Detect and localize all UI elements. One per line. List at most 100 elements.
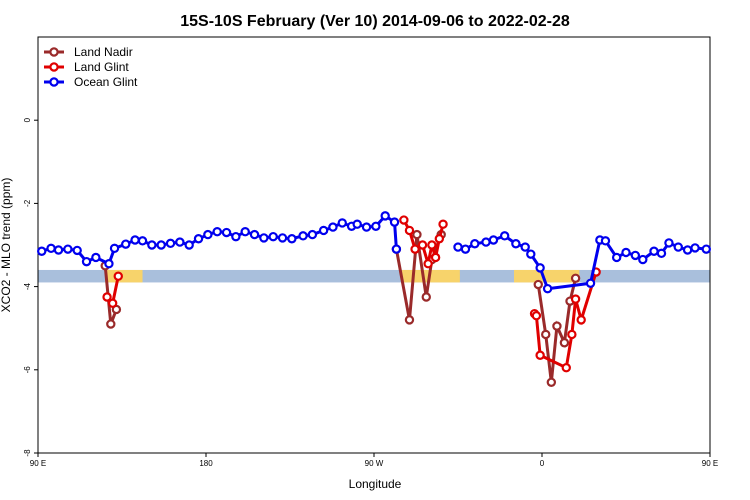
x-tick-label: 180 (199, 459, 213, 468)
data-point (268, 231, 278, 242)
data-point (567, 329, 577, 340)
data-point (481, 237, 491, 247)
series-land-glint (102, 215, 601, 373)
data-point (37, 246, 47, 256)
plot-frame (37, 36, 711, 454)
y-tick-label: -8 (23, 449, 32, 457)
data-point (412, 229, 422, 240)
legend-swatch-marker (49, 47, 59, 57)
data-point (352, 219, 362, 229)
data-point (611, 252, 622, 263)
data-point (81, 256, 92, 267)
data-point (102, 292, 112, 302)
data-point (488, 235, 499, 245)
legend-swatch-marker (49, 62, 59, 72)
data-point (585, 278, 596, 288)
y-tick-label: -2 (23, 199, 32, 207)
data-point (638, 254, 648, 265)
data-point (165, 238, 176, 249)
legend-label-ocean-glint: Ocean Glint (74, 75, 138, 89)
data-point (630, 250, 641, 261)
data-point (156, 240, 166, 250)
data-point (307, 229, 318, 240)
data-point (682, 245, 693, 255)
data-point (193, 234, 204, 244)
data-point (380, 211, 390, 221)
data-point (541, 329, 551, 340)
data-point (328, 222, 338, 232)
data-point (499, 231, 510, 241)
data-point (337, 218, 347, 228)
data-point (361, 222, 372, 232)
data-point (371, 221, 381, 231)
data-point (552, 321, 562, 331)
data-point (72, 245, 82, 256)
data-point (453, 242, 463, 252)
data-point (410, 244, 420, 254)
legend-swatch-marker (49, 77, 59, 87)
data-point (434, 234, 445, 244)
y-tick-label: -6 (23, 366, 32, 374)
data-point (221, 227, 232, 238)
data-point (121, 239, 131, 249)
data-point (106, 319, 116, 329)
data-point (460, 244, 471, 254)
data-point (184, 240, 194, 250)
data-point (240, 226, 250, 237)
legend-label-land-nadir: Land Nadir (74, 45, 133, 59)
x-tick-label: 0 (540, 459, 545, 468)
data-point (600, 236, 611, 246)
data-point (318, 225, 329, 236)
x-tick-label: 90 E (702, 459, 718, 468)
data-point (570, 273, 581, 283)
data-point (298, 231, 308, 241)
data-point (535, 263, 545, 273)
data-point (249, 229, 260, 240)
data-point (546, 377, 557, 387)
data-point (417, 240, 428, 250)
data-point (427, 240, 437, 250)
data-point (137, 236, 148, 246)
data-point (147, 240, 157, 250)
data-point (91, 252, 101, 263)
data-point (113, 271, 123, 281)
data-point (287, 234, 297, 244)
data-point (542, 283, 553, 294)
data-point (423, 259, 433, 269)
data-point (391, 244, 402, 254)
data-point (109, 243, 120, 254)
data-point (438, 219, 448, 229)
data-point (701, 244, 711, 254)
data-point (421, 292, 431, 302)
data-point (576, 315, 586, 325)
data-point (561, 363, 571, 373)
data-point (511, 239, 521, 249)
x-tick-label: 90 E (30, 459, 46, 468)
data-point (231, 231, 241, 242)
data-point (46, 243, 56, 254)
y-axis-label: XCO2 - MLO trend (ppm) (0, 178, 13, 313)
data-point (277, 233, 288, 243)
x-tick-label: 90 W (365, 459, 384, 468)
data-point (535, 350, 545, 360)
data-point (621, 247, 631, 258)
land-region-2 (514, 269, 580, 283)
data-point (656, 248, 667, 259)
data-point (212, 226, 222, 237)
data-point (259, 233, 269, 243)
axis-ticks: 90 E 180 90 W 0 90 E 0 -2 -4 -6 -8 (23, 117, 718, 468)
data-point (526, 249, 536, 259)
data-point (673, 242, 683, 252)
y-tick-label: -4 (23, 282, 32, 290)
data-point (107, 298, 118, 308)
data-point (531, 311, 542, 321)
data-point (520, 242, 530, 252)
data-point (533, 279, 543, 290)
land-region-1 (402, 269, 460, 283)
data-point (664, 238, 674, 248)
series-layer (37, 211, 711, 387)
data-point (649, 246, 659, 256)
data-point (104, 259, 114, 269)
